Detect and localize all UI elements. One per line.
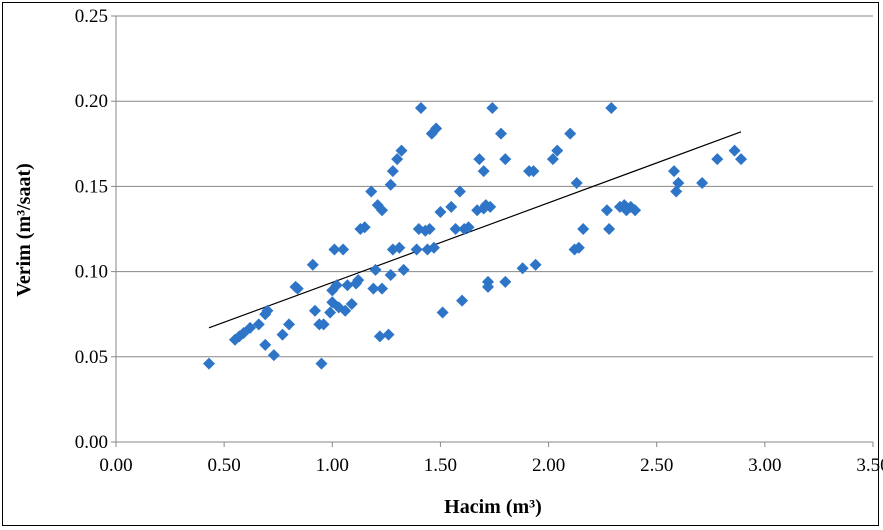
data-point: [427, 241, 440, 254]
data-point: [352, 274, 365, 287]
data-point: [529, 258, 542, 271]
data-point: [696, 176, 709, 189]
x-axis-title: Hacim (m³): [444, 496, 542, 518]
data-point: [430, 122, 443, 135]
data-point: [672, 176, 685, 189]
data-point: [276, 328, 289, 341]
data-point: [494, 127, 507, 140]
data-point: [527, 165, 540, 178]
data-points: [203, 102, 748, 370]
data-point: [670, 185, 683, 198]
data-point: [330, 279, 343, 292]
data-point: [436, 306, 449, 319]
data-point: [484, 200, 497, 213]
y-tick-label: 0.10: [75, 262, 108, 283]
data-point: [668, 165, 681, 178]
y-tick-label: 0.15: [75, 176, 108, 197]
trendline: [208, 131, 742, 329]
data-point: [499, 275, 512, 288]
data-point: [369, 263, 382, 276]
data-point: [735, 153, 748, 166]
data-point: [570, 176, 583, 189]
x-tick-label: 1.00: [316, 455, 349, 476]
data-point: [244, 321, 257, 334]
data-point: [423, 223, 436, 235]
x-tick-label: 0.00: [99, 455, 132, 476]
axes: [115, 16, 873, 443]
data-point: [317, 318, 330, 331]
data-point: [306, 258, 319, 271]
data-point: [328, 243, 341, 256]
y-axis-title: Verim (m³/saat): [13, 163, 35, 297]
data-point: [252, 318, 265, 331]
data-point: [546, 153, 559, 166]
data-point: [499, 153, 512, 166]
data-point: [203, 357, 216, 370]
data-point: [393, 241, 406, 254]
data-point: [449, 223, 462, 235]
data-point: [283, 318, 296, 331]
data-point: [564, 127, 577, 140]
data-point: [434, 205, 447, 218]
data-point: [324, 306, 337, 319]
data-point: [551, 144, 564, 157]
data-point: [267, 349, 280, 362]
data-point: [384, 269, 397, 282]
data-point: [373, 330, 386, 343]
data-point: [456, 294, 469, 307]
data-point: [453, 185, 466, 198]
data-point: [397, 263, 410, 276]
data-point: [477, 165, 490, 178]
data-point: [386, 165, 399, 178]
x-tick-label: 3.50: [856, 455, 883, 476]
data-point: [462, 221, 475, 234]
y-tick-label: 0.05: [75, 347, 108, 368]
data-point: [315, 357, 328, 370]
data-point: [414, 102, 427, 115]
data-point: [395, 144, 408, 157]
data-point: [728, 144, 741, 157]
x-tick-label: 1.50: [424, 455, 457, 476]
data-point: [572, 241, 585, 254]
tick-labels: 0.00 0.05 0.10 0.15 0.20 0.25 0.00 0.50 1.00 1.50…: [75, 6, 883, 476]
data-point: [391, 153, 404, 166]
x-tick-label: 3.00: [748, 455, 781, 476]
y-tick-label: 0.25: [75, 6, 108, 27]
data-point: [516, 262, 529, 275]
data-point: [365, 185, 378, 198]
data-point: [367, 282, 380, 295]
gridlines: [116, 15, 873, 358]
data-point: [382, 328, 395, 341]
y-tick-label: 0.00: [75, 432, 108, 453]
data-point: [486, 102, 499, 115]
data-point: [577, 223, 590, 235]
data-point: [341, 279, 354, 292]
x-tick-label: 2.00: [532, 455, 565, 476]
data-point: [337, 243, 350, 256]
data-point: [482, 275, 495, 288]
data-point: [473, 153, 486, 166]
data-point: [339, 304, 352, 317]
data-point: [261, 304, 274, 317]
data-point: [600, 204, 613, 217]
data-point: [629, 204, 642, 217]
x-tick-label: 0.50: [208, 455, 241, 476]
data-point: [605, 102, 618, 115]
data-point: [384, 178, 397, 191]
data-point: [376, 282, 389, 295]
data-point: [259, 338, 272, 351]
data-point: [291, 282, 304, 295]
data-point: [410, 243, 423, 256]
data-point: [358, 221, 371, 234]
data-point: [308, 304, 321, 317]
x-tick-label: 2.50: [640, 455, 673, 476]
data-point: [603, 223, 616, 235]
data-point: [345, 297, 358, 310]
data-point: [445, 200, 458, 213]
y-tick-label: 0.20: [75, 91, 108, 112]
data-point: [711, 153, 724, 166]
data-point: [376, 204, 389, 217]
